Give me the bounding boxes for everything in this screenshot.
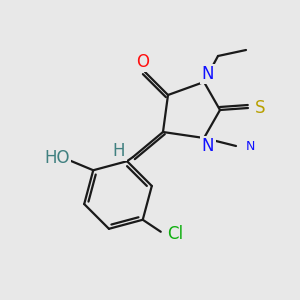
Text: N: N: [202, 65, 214, 83]
Text: S: S: [255, 99, 265, 117]
Text: O: O: [136, 53, 149, 71]
Text: N: N: [202, 137, 214, 155]
Text: Cl: Cl: [167, 225, 183, 243]
Text: HO: HO: [44, 149, 70, 167]
Text: H: H: [113, 142, 125, 160]
Text: N: N: [245, 140, 255, 152]
